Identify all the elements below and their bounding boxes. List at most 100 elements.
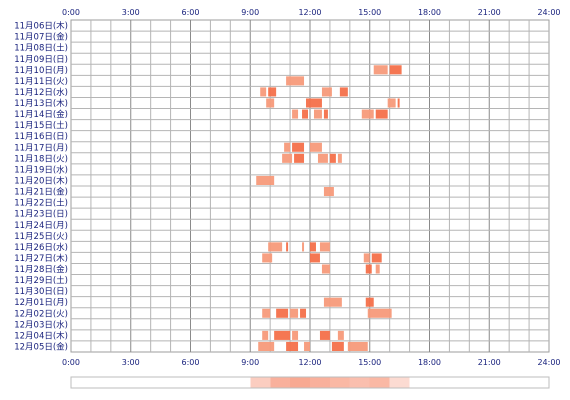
activity-bar [317,153,328,163]
activity-bar [256,175,275,185]
date-row-label: 11月10日(月) [14,66,68,76]
x-tick-label-bottom: 18:00 [418,358,441,367]
date-row-label: 11月18日(火) [14,154,68,164]
date-row-label: 11月08日(土) [14,43,68,54]
activity-bar [294,153,305,163]
activity-bar [323,187,334,197]
activity-bar [310,142,322,152]
date-row-label: 11月28日(金) [14,264,68,275]
activity-bar [323,109,328,119]
activity-bar [373,65,388,75]
x-tick-label-bottom: 6:00 [182,358,200,367]
activity-bar [313,109,322,119]
activity-bar [397,98,400,108]
activity-bar [260,87,267,97]
activity-bar [329,153,336,163]
activity-bar [292,142,305,152]
activity-bar [292,330,299,340]
x-tick-label-top: 9:00 [241,8,259,17]
x-tick-label-bottom: 21:00 [478,358,501,367]
activity-bar [321,264,330,274]
date-row-label: 11月14日(金) [14,109,68,120]
activity-bar [339,87,348,97]
summary-strip [70,376,550,389]
activity-bar [268,87,277,97]
activity-bar [258,341,275,351]
activity-bar [306,98,322,108]
activity-bar [310,253,320,263]
activity-bar [347,341,368,351]
activity-bar [371,253,382,263]
date-row-label: 11月19日(水) [14,164,68,175]
activity-bar [365,297,374,307]
x-tick-label-top: 0:00 [62,8,80,17]
date-row-label: 12月05日(金) [14,342,68,353]
activity-bar [286,76,305,86]
activity-bar [361,109,374,119]
date-row-label: 11月12日(水) [14,87,68,98]
date-row-label: 11月23日(日) [14,210,68,220]
activity-bar [331,341,344,351]
x-tick-label-top: 15:00 [358,8,381,17]
date-row-label: 11月27日(木) [14,253,68,264]
x-tick-label-bottom: 9:00 [241,358,259,367]
activity-bar [304,341,310,351]
date-row-label: 11月11日(火) [14,77,68,87]
activity-bar [319,242,330,252]
activity-bar [268,242,283,252]
activity-bar [363,253,370,263]
activity-bar [302,109,309,119]
date-row-label: 11月30日(日) [14,287,68,297]
date-row-label: 11月15日(土) [14,120,68,131]
date-row-label: 11月06日(木) [14,21,68,32]
date-row-label: 11月25日(火) [14,232,68,242]
activity-bar [389,65,402,75]
activity-bar [323,297,342,307]
date-row-label: 11月22日(土) [14,198,68,209]
date-row-label: 12月01日(月) [14,298,68,308]
date-row-label: 11月29日(土) [14,275,68,286]
x-tick-label-top: 21:00 [478,8,501,17]
bar-layer [256,65,402,351]
activity-bar [321,87,332,97]
activity-bar [310,242,316,252]
x-tick-label-top: 3:00 [122,8,140,17]
x-tick-label-bottom: 3:00 [122,358,140,367]
activity-bar [262,330,269,340]
activity-bar [300,308,307,318]
x-tick-label-bottom: 0:00 [62,358,80,367]
activity-bar [286,341,299,351]
activity-bar [266,98,275,108]
activity-bar [337,153,342,163]
x-tick-label-top: 12:00 [298,8,321,17]
activity-bar [367,308,392,318]
activity-bar [319,330,330,340]
activity-bar [276,308,289,318]
activity-bar [302,242,305,252]
date-row-label: 11月20日(木) [14,176,68,187]
date-row-label: 12月02日(火) [14,309,68,319]
activity-bar [292,109,299,119]
date-row-label: 11月09日(日) [14,55,68,65]
activity-bar [337,330,344,340]
date-row-label: 11月26日(水) [14,242,68,253]
date-row-label: 11月17日(月) [14,143,68,153]
x-tick-label-top: 18:00 [418,8,441,17]
date-row-label: 11月21日(金) [14,187,68,198]
date-row-label: 11月16日(日) [14,132,68,142]
activity-bar [286,242,289,252]
x-tick-label-bottom: 15:00 [358,358,381,367]
activity-bar [290,308,299,318]
activity-bar [365,264,372,274]
activity-bar [262,253,273,263]
activity-bar [284,142,291,152]
date-row-label: 11月07日(金) [14,32,68,43]
activity-bar [387,98,396,108]
activity-bar [375,109,388,119]
activity-bar [282,153,293,163]
date-row-label: 12月03日(水) [14,319,68,330]
activity-bar [274,330,291,340]
date-row-label: 11月13日(木) [14,98,68,109]
date-row-label: 12月04日(木) [14,330,68,341]
